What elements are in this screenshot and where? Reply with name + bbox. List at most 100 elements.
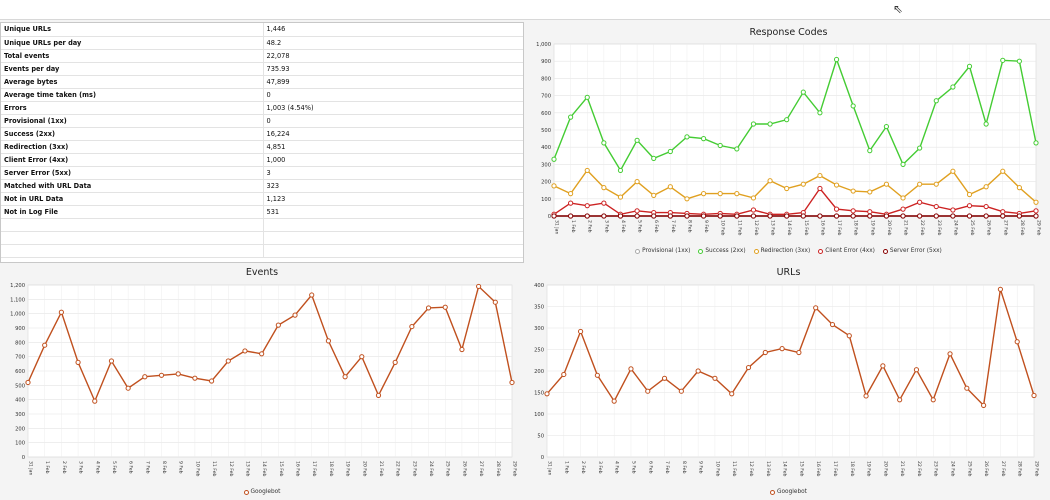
series-line bbox=[553, 169, 1037, 203]
data-point bbox=[617, 194, 624, 200]
y-tick-label: 250 bbox=[534, 348, 544, 354]
stat-label: Average time taken (ms) bbox=[1, 88, 264, 102]
x-tick-label: 6 Feb bbox=[653, 220, 659, 233]
data-point bbox=[601, 200, 607, 206]
data-point bbox=[817, 110, 823, 116]
y-tick-label: 100 bbox=[15, 441, 25, 447]
x-tick-label: 7 Feb bbox=[144, 461, 150, 474]
data-point bbox=[275, 322, 281, 328]
data-point bbox=[208, 378, 215, 384]
stats-row: Not in URL Data 1,123 bbox=[1, 192, 523, 206]
data-point bbox=[684, 213, 690, 219]
legend-label: Client Error (4xx) bbox=[825, 248, 875, 254]
legend-label: Provisional (1xx) bbox=[642, 248, 691, 254]
y-tick-label: 600 bbox=[15, 369, 25, 375]
data-point bbox=[634, 137, 640, 143]
x-tick-label: 17 Feb bbox=[836, 220, 842, 236]
legend-marker-icon bbox=[635, 248, 641, 254]
x-tick-label: 13 Feb bbox=[244, 461, 250, 477]
x-tick-label: 21 Feb bbox=[899, 461, 905, 477]
data-point bbox=[817, 172, 823, 179]
data-point bbox=[617, 167, 624, 174]
series-line bbox=[553, 187, 1037, 216]
x-tick-label: 22 Feb bbox=[395, 461, 401, 477]
data-point bbox=[779, 346, 785, 352]
x-tick-label: 8 Feb bbox=[686, 220, 692, 233]
stat-label bbox=[1, 244, 264, 258]
data-point bbox=[509, 379, 515, 386]
stats-row: Server Error (5xx) 3 bbox=[1, 166, 523, 180]
y-tick-label: 100 bbox=[534, 412, 544, 418]
x-tick-label: 18 Feb bbox=[849, 461, 855, 477]
stat-value: 0 bbox=[263, 88, 523, 102]
data-point bbox=[75, 359, 81, 366]
data-point bbox=[158, 372, 165, 378]
y-tick-label: 50 bbox=[537, 434, 544, 440]
x-tick-label: 23 Feb bbox=[936, 220, 942, 236]
data-point bbox=[684, 134, 690, 140]
x-tick-label: 31 Jan bbox=[554, 220, 560, 234]
stats-row: Success (2xx) 16,224 bbox=[1, 127, 523, 141]
stat-label: Not in Log File bbox=[1, 205, 264, 219]
y-tick-label: 400 bbox=[15, 398, 25, 404]
data-point bbox=[933, 203, 939, 210]
data-point bbox=[867, 209, 873, 215]
x-tick-label: 13 Feb bbox=[765, 461, 771, 477]
legend-item: Server Error (5xx) bbox=[882, 248, 942, 254]
x-tick-label: 12 Feb bbox=[748, 461, 754, 477]
stat-label: Provisional (1xx) bbox=[1, 114, 264, 128]
x-tick-label: 20 Feb bbox=[882, 461, 888, 477]
y-tick-label: 400 bbox=[534, 283, 544, 289]
data-point bbox=[900, 206, 906, 212]
data-point bbox=[784, 185, 790, 192]
x-tick-label: 31 Jan bbox=[28, 461, 34, 475]
data-point bbox=[125, 385, 131, 391]
y-tick-label: 1,000 bbox=[10, 312, 25, 318]
x-tick-label: 14 Feb bbox=[782, 461, 788, 477]
stat-value: 4,851 bbox=[263, 140, 523, 154]
events-chart-panel: Events 0 100 200 300 400 500 600 700 800 900 1,000… bbox=[0, 264, 524, 500]
x-tick-label: 10 Feb bbox=[714, 461, 720, 477]
data-point bbox=[651, 213, 657, 219]
legend-label: Googlebot bbox=[777, 489, 807, 495]
data-point bbox=[767, 178, 773, 184]
x-tick-label: 15 Feb bbox=[803, 220, 809, 236]
stat-value: 3 bbox=[263, 166, 523, 180]
y-tick-label: 900 bbox=[15, 326, 25, 332]
data-point bbox=[175, 371, 181, 377]
data-point bbox=[796, 349, 802, 356]
stat-label: Events per day bbox=[1, 62, 264, 76]
x-tick-label: 10 Feb bbox=[194, 461, 200, 477]
x-tick-label: 28 Feb bbox=[1017, 461, 1023, 477]
stats-empty-row bbox=[1, 231, 523, 245]
x-tick-label: 19 Feb bbox=[866, 461, 872, 477]
data-point bbox=[767, 121, 773, 127]
x-tick-label: 7 Feb bbox=[664, 461, 670, 474]
data-point bbox=[817, 213, 823, 219]
x-tick-label: 3 Feb bbox=[603, 220, 609, 233]
x-tick-label: 1 Feb bbox=[563, 461, 569, 474]
x-tick-label: 28 Feb bbox=[495, 461, 501, 477]
stat-value: 47,899 bbox=[263, 75, 523, 89]
data-point bbox=[813, 305, 819, 311]
y-tick-label: 700 bbox=[15, 355, 25, 361]
data-point bbox=[833, 206, 840, 212]
stats-row: Average time taken (ms) 0 bbox=[1, 88, 523, 102]
data-point bbox=[717, 213, 723, 219]
legend-item: Success (2xx) bbox=[698, 248, 746, 254]
data-point bbox=[917, 213, 923, 219]
data-point bbox=[917, 181, 923, 187]
data-point bbox=[568, 191, 574, 197]
data-point bbox=[800, 89, 806, 95]
data-point bbox=[617, 213, 624, 219]
data-point bbox=[342, 374, 348, 380]
data-point bbox=[983, 203, 989, 210]
data-point bbox=[750, 213, 757, 219]
y-tick-label: 100 bbox=[541, 197, 551, 203]
chart-title: Events bbox=[245, 267, 279, 278]
legend-marker-icon bbox=[243, 489, 249, 495]
stats-row: Average bytes 47,899 bbox=[1, 75, 523, 89]
data-point bbox=[850, 213, 856, 219]
data-point bbox=[1033, 213, 1039, 219]
data-point bbox=[867, 213, 873, 219]
